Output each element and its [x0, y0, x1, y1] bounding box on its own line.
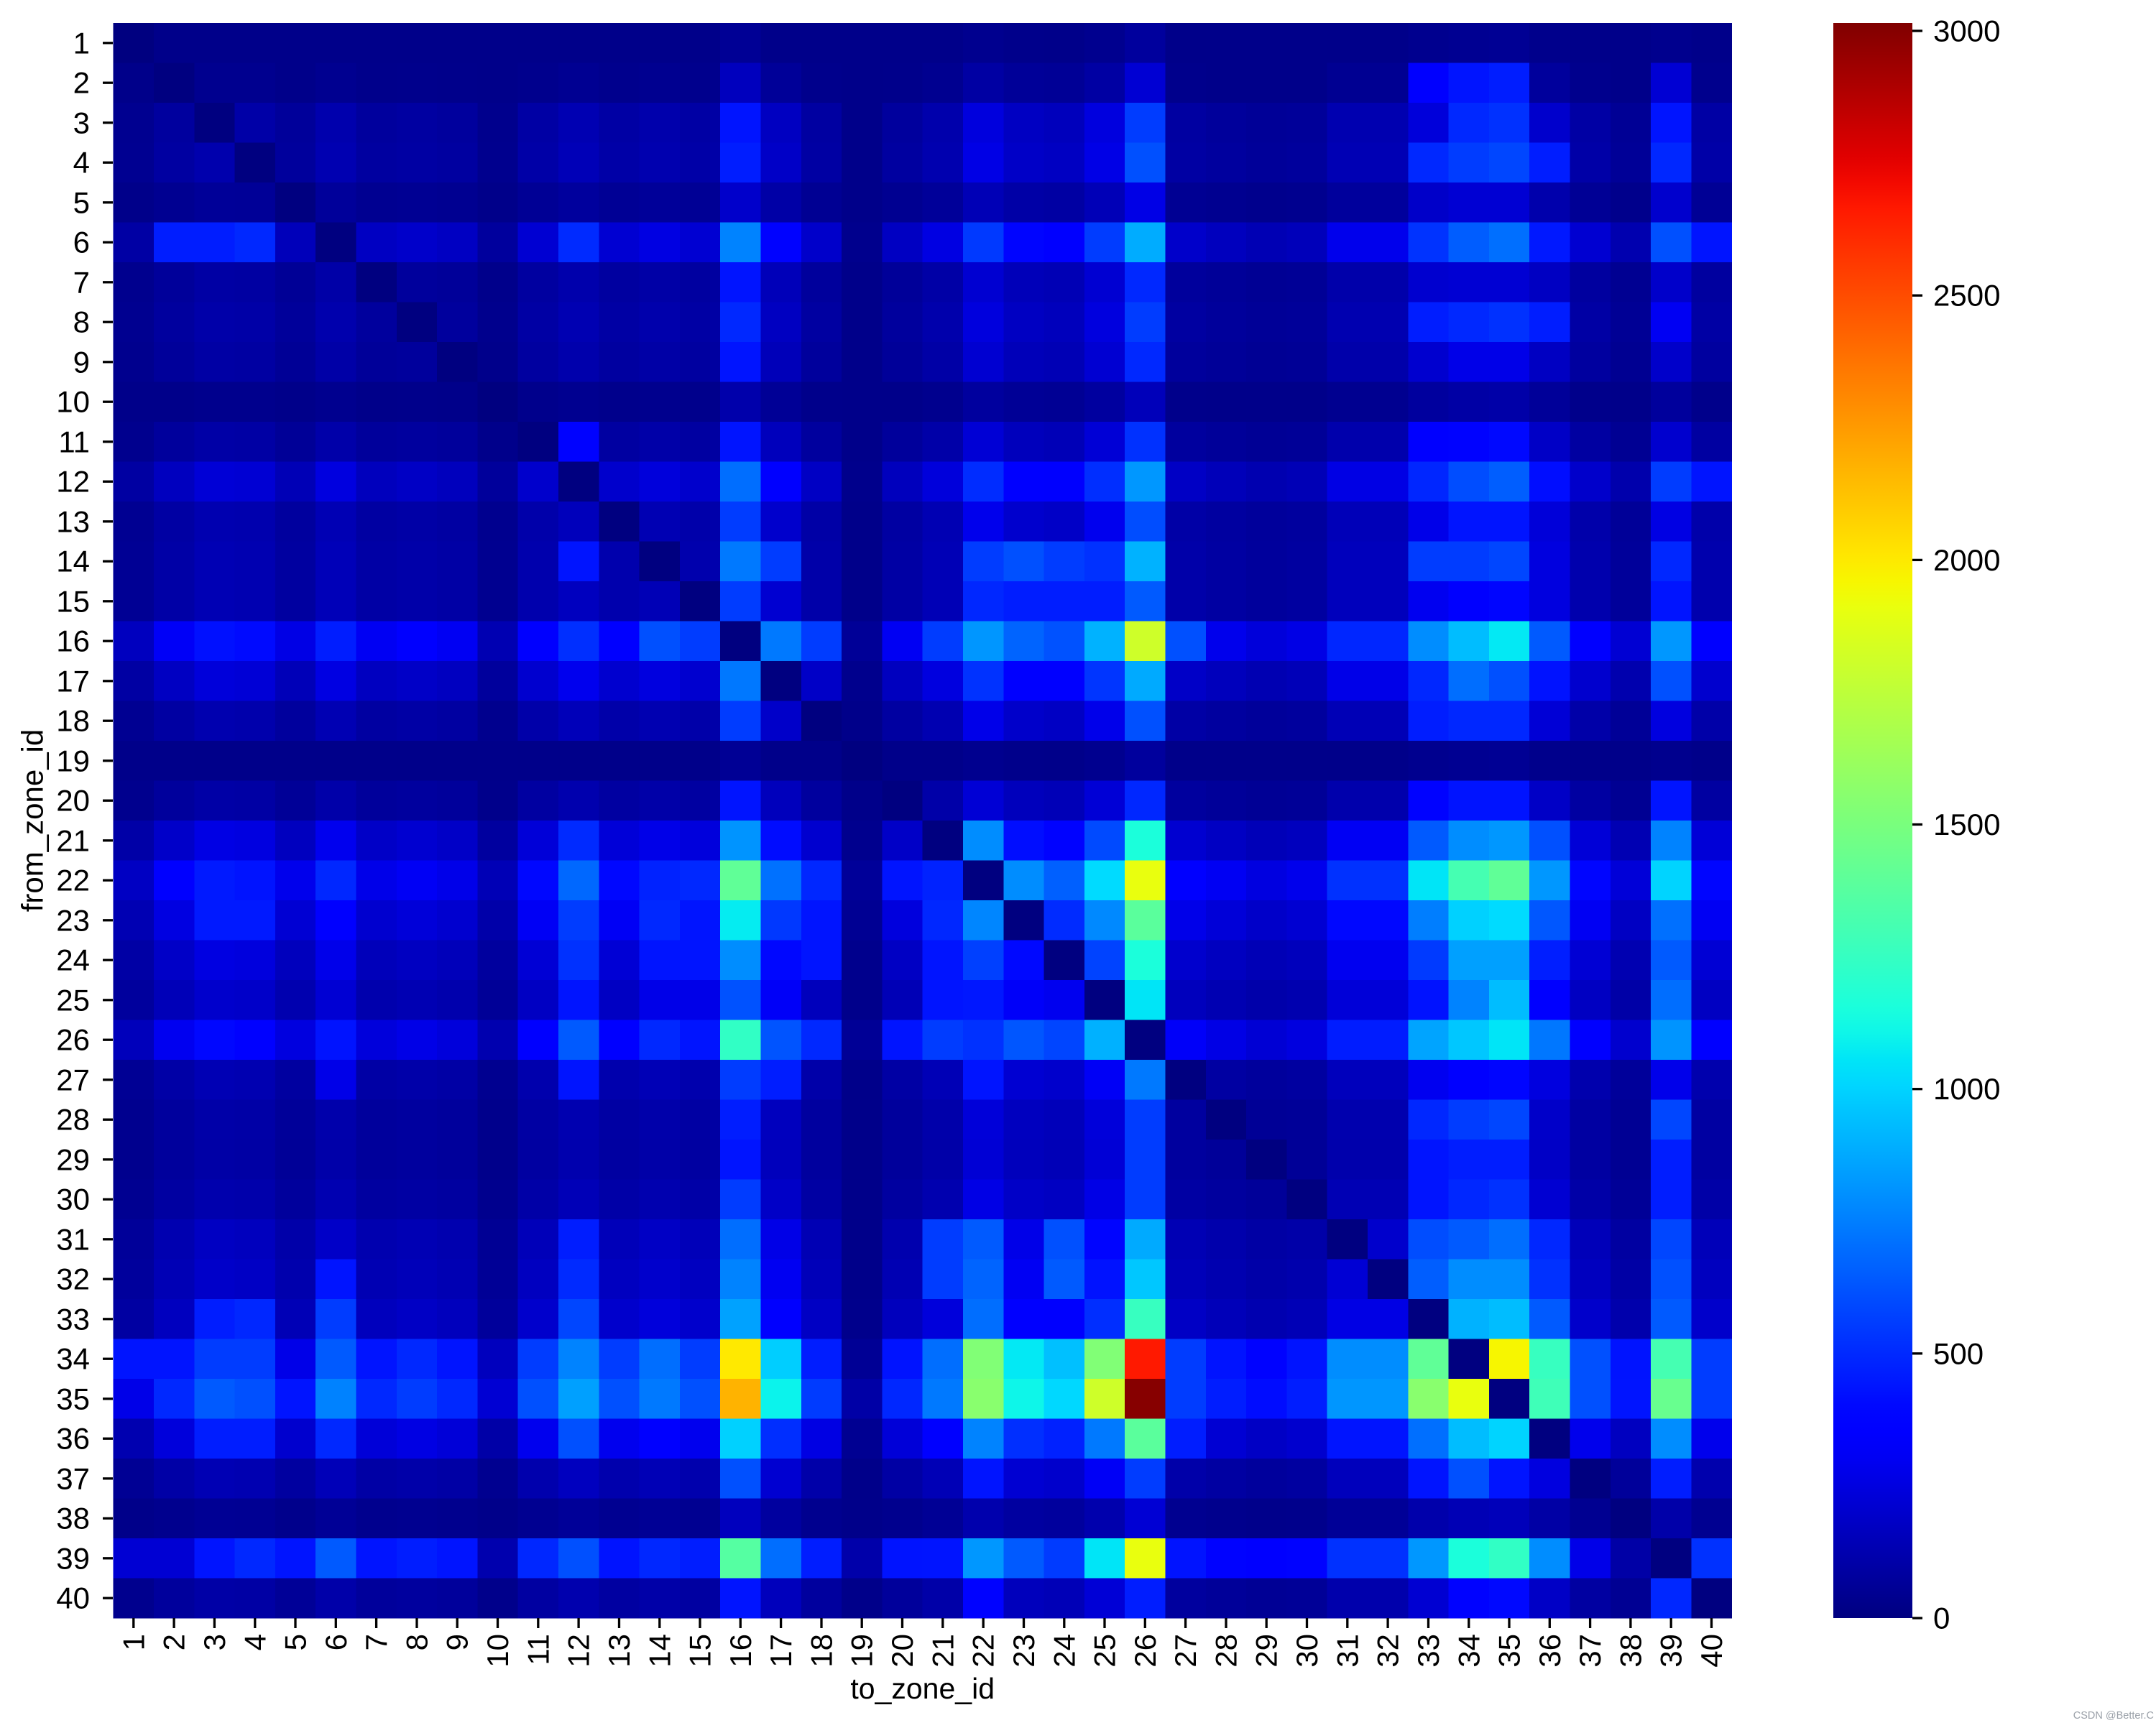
svg-text:16: 16: [724, 1634, 757, 1668]
svg-text:1: 1: [73, 26, 90, 60]
svg-text:3: 3: [73, 106, 90, 139]
svg-text:2500: 2500: [1933, 279, 2000, 313]
svg-text:12: 12: [562, 1634, 596, 1668]
svg-text:28: 28: [56, 1103, 90, 1137]
svg-text:5: 5: [73, 185, 90, 219]
svg-text:27: 27: [1169, 1634, 1202, 1668]
svg-text:7: 7: [73, 265, 90, 299]
svg-text:15: 15: [683, 1634, 717, 1668]
svg-text:9: 9: [441, 1634, 474, 1650]
svg-text:9: 9: [73, 345, 90, 379]
svg-text:30: 30: [56, 1183, 90, 1216]
svg-text:24: 24: [56, 943, 90, 977]
svg-text:18: 18: [56, 704, 90, 738]
svg-text:39: 39: [1654, 1634, 1688, 1668]
svg-text:26: 26: [56, 1023, 90, 1057]
svg-text:36: 36: [56, 1422, 90, 1456]
svg-text:6: 6: [319, 1634, 353, 1650]
svg-text:10: 10: [481, 1634, 515, 1668]
svg-text:18: 18: [805, 1634, 839, 1668]
svg-text:25: 25: [1088, 1634, 1122, 1668]
svg-text:to_zone_id: to_zone_id: [850, 1672, 995, 1705]
svg-text:38: 38: [56, 1502, 90, 1535]
svg-text:32: 32: [1371, 1634, 1405, 1668]
svg-text:11: 11: [58, 425, 90, 458]
svg-text:33: 33: [56, 1302, 90, 1336]
svg-text:2000: 2000: [1933, 543, 2000, 577]
svg-text:11: 11: [521, 1634, 555, 1665]
svg-text:30: 30: [1290, 1634, 1324, 1668]
svg-text:14: 14: [642, 1634, 676, 1668]
svg-text:1500: 1500: [1933, 808, 2000, 841]
svg-text:4: 4: [73, 146, 90, 180]
svg-text:14: 14: [56, 545, 90, 578]
svg-text:28: 28: [1210, 1634, 1243, 1668]
svg-text:1: 1: [116, 1634, 150, 1650]
svg-text:22: 22: [967, 1634, 1000, 1668]
svg-text:CSDN @Better.C: CSDN @Better.C: [2073, 1710, 2154, 1722]
svg-text:35: 35: [56, 1382, 90, 1415]
svg-text:25: 25: [56, 983, 90, 1017]
svg-text:1000: 1000: [1933, 1072, 2000, 1106]
svg-text:29: 29: [1250, 1634, 1284, 1668]
svg-text:24: 24: [1047, 1634, 1081, 1668]
svg-text:38: 38: [1613, 1634, 1647, 1668]
svg-text:0: 0: [1933, 1602, 1950, 1635]
svg-text:2: 2: [157, 1634, 191, 1650]
svg-text:27: 27: [56, 1063, 90, 1096]
svg-text:34: 34: [1452, 1634, 1485, 1668]
svg-text:32: 32: [56, 1262, 90, 1296]
svg-text:20: 20: [885, 1634, 919, 1668]
svg-text:20: 20: [56, 784, 90, 818]
svg-text:33: 33: [1411, 1634, 1445, 1668]
svg-text:31: 31: [1330, 1634, 1364, 1668]
svg-text:13: 13: [56, 504, 90, 538]
svg-text:5: 5: [279, 1634, 313, 1650]
svg-text:from_zone_id: from_zone_id: [16, 729, 50, 912]
svg-text:21: 21: [926, 1634, 959, 1668]
svg-text:3000: 3000: [1933, 14, 2000, 48]
svg-text:13: 13: [602, 1634, 636, 1668]
svg-text:39: 39: [56, 1541, 90, 1575]
svg-text:12: 12: [56, 465, 90, 499]
svg-text:15: 15: [56, 584, 90, 618]
svg-text:31: 31: [56, 1222, 90, 1256]
svg-text:21: 21: [56, 823, 90, 857]
svg-text:36: 36: [1533, 1634, 1567, 1668]
svg-text:22: 22: [56, 864, 90, 897]
svg-text:3: 3: [198, 1634, 231, 1650]
svg-text:19: 19: [56, 744, 90, 777]
svg-text:6: 6: [73, 226, 90, 259]
svg-text:8: 8: [400, 1634, 434, 1650]
svg-text:26: 26: [1128, 1634, 1162, 1668]
svg-text:35: 35: [1493, 1634, 1526, 1668]
svg-text:2: 2: [73, 66, 90, 100]
svg-text:40: 40: [1695, 1634, 1728, 1668]
svg-text:8: 8: [73, 305, 90, 339]
svg-text:16: 16: [56, 624, 90, 658]
svg-text:23: 23: [1007, 1634, 1041, 1668]
svg-text:34: 34: [56, 1342, 90, 1376]
svg-text:37: 37: [56, 1461, 90, 1495]
svg-text:40: 40: [56, 1581, 90, 1615]
svg-text:4: 4: [238, 1634, 272, 1650]
svg-text:19: 19: [845, 1634, 879, 1668]
svg-text:17: 17: [56, 664, 90, 698]
svg-text:29: 29: [56, 1142, 90, 1176]
svg-text:10: 10: [56, 385, 90, 419]
svg-text:7: 7: [359, 1634, 393, 1650]
svg-text:23: 23: [56, 903, 90, 937]
svg-text:37: 37: [1573, 1634, 1607, 1668]
svg-text:500: 500: [1933, 1336, 1984, 1370]
svg-text:17: 17: [764, 1634, 798, 1668]
